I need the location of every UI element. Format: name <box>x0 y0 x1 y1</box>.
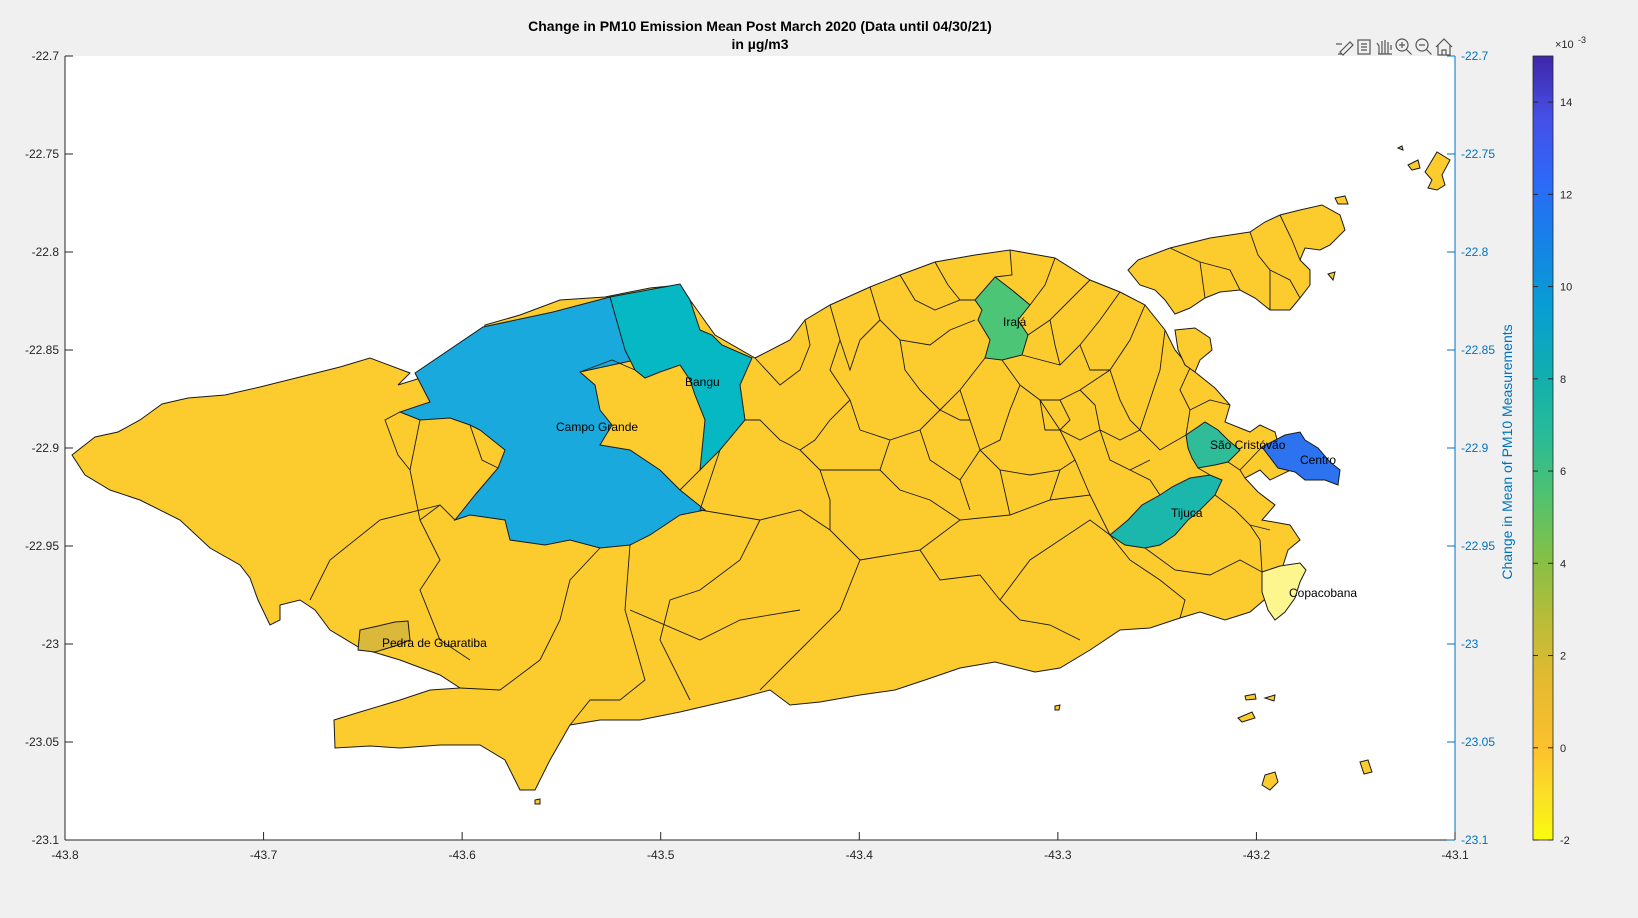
zoom-out-icon[interactable] <box>1415 38 1432 55</box>
region-islet-s2 <box>1237 711 1256 723</box>
x-tick-label: -43.8 <box>51 848 79 862</box>
label-bangu: Bangu <box>685 375 720 389</box>
neighbourhood-borders <box>309 214 1301 726</box>
x-tick-label: -43.5 <box>647 848 675 862</box>
y-tick-label-right: -22.75 <box>1461 147 1495 161</box>
y-tick-label-left: -22.85 <box>25 343 59 357</box>
region-islet-s7 <box>534 798 541 805</box>
y-tick-label-right: -22.9 <box>1461 441 1489 455</box>
chart-title: Change in PM10 Emission Mean Post March … <box>528 18 992 34</box>
y-tick-label-right: -22.95 <box>1461 539 1495 553</box>
colorbar-tick-label: 12 <box>1560 189 1572 201</box>
y-tick-label-left: -22.75 <box>25 147 59 161</box>
region-islet-s5 <box>1359 759 1373 775</box>
colorbar-gradient <box>1532 55 1554 841</box>
region-centro <box>1261 431 1341 486</box>
region-bangu <box>609 283 753 472</box>
y-tick-label-right: -23.1 <box>1461 833 1489 847</box>
map-labels: Campo Grande Bangu Irajá São Cristóvão T… <box>382 315 1357 650</box>
y-tick-label-right: -22.8 <box>1461 245 1489 259</box>
y-tick-label-right: -22.85 <box>1461 343 1495 357</box>
region-base <box>71 249 1301 791</box>
x-tick-label: -43.1 <box>1441 848 1469 862</box>
region-pedra-de-guaratiba <box>357 620 411 653</box>
y-tick-label-right: -23.05 <box>1461 735 1495 749</box>
brush-icon[interactable] <box>1336 41 1354 56</box>
region-islet-2 <box>1396 145 1404 151</box>
colorbar-label: Change in Mean of PM10 Measurements <box>1499 324 1515 579</box>
axes-toolbar <box>1336 38 1453 56</box>
region-island-ne <box>1424 151 1451 191</box>
region-ilha-governador <box>1127 204 1346 315</box>
zoom-in-icon[interactable] <box>1395 38 1412 55</box>
colorbar-exponent-base: ×10 <box>1555 39 1574 51</box>
y-tick-label-left: -22.7 <box>32 49 60 63</box>
x-tick-label: -43.6 <box>448 848 476 862</box>
x-tick-label: -43.3 <box>1044 848 1072 862</box>
colorbar-tick-label: 4 <box>1560 558 1566 570</box>
colorbar-tick-label: -2 <box>1560 835 1570 847</box>
colorbar-exponent: -3 <box>1578 35 1586 45</box>
label-pedra-de-guaratiba: Pedra de Guaratiba <box>382 636 487 650</box>
region-islet-4 <box>1327 271 1336 282</box>
label-sao-cristovao: São Cristóvão <box>1210 438 1286 452</box>
y-tick-label-left: -23.1 <box>32 833 60 847</box>
region-campo-grande <box>398 296 707 549</box>
region-islet-s1 <box>1261 771 1279 791</box>
region-islet-s4 <box>1263 694 1276 702</box>
region-islet-1 <box>1407 159 1421 171</box>
y-tick-label-left: -22.95 <box>25 539 59 553</box>
region-islet-s3 <box>1244 693 1257 701</box>
y-tick-label-right: -22.7 <box>1461 49 1489 63</box>
colorbar-tick-label: 2 <box>1560 651 1566 663</box>
label-campo-grande: Campo Grande <box>556 420 638 434</box>
y-tick-label-left: -22.9 <box>32 441 60 455</box>
y-tick-label-left: -22.8 <box>32 245 60 259</box>
region-islet-3 <box>1334 195 1349 205</box>
region-copacabana <box>1261 562 1307 621</box>
colorbar-tick-label: 6 <box>1560 466 1566 478</box>
region-islet-s6 <box>1054 704 1061 711</box>
datatip-icon[interactable] <box>1357 39 1371 55</box>
chart-subtitle: in µg/m3 <box>731 36 788 52</box>
x-tick-label: -43.2 <box>1243 848 1271 862</box>
region-tijuca <box>1109 474 1223 549</box>
region-fundao <box>1174 327 1213 373</box>
home-icon[interactable] <box>1435 38 1453 56</box>
colorbar-ticks: -2 0 2 4 6 8 10 12 14 <box>1533 97 1572 847</box>
colorbar-tick-label: 10 <box>1560 282 1572 294</box>
colorbar-tick-label: 14 <box>1560 97 1572 109</box>
colorbar-tick-label: 8 <box>1560 374 1566 386</box>
label-tijuca: Tijuca <box>1171 506 1203 520</box>
y-axis-right-ticks: -22.7 -22.75 -22.8 -22.85 -22.9 -22.95 -23 -23.… <box>1447 49 1495 847</box>
y-tick-label-right: -23 <box>1461 637 1479 651</box>
x-tick-label: -43.4 <box>846 848 874 862</box>
rio-map <box>71 145 1451 805</box>
x-axis-ticks: -43.8 -43.7 -43.6 -43.5 -43.4 -43.3 -43.2 -43.1 <box>51 832 1469 862</box>
colorbar-tick-label: 0 <box>1560 743 1566 755</box>
x-tick-label: -43.7 <box>250 848 278 862</box>
label-centro: Centro <box>1300 453 1336 467</box>
y-axis-left-ticks: -22.7 -22.75 -22.8 -22.85 -22.9 -22.95 -23 -23.… <box>25 49 73 847</box>
colorbar: -2 0 2 4 6 8 10 12 14 ×10 -3 Change in Mean of P… <box>1499 35 1586 847</box>
label-copacabana: Copacobana <box>1289 586 1357 600</box>
y-tick-label-left: -23.05 <box>25 735 59 749</box>
pan-icon[interactable] <box>1376 40 1392 55</box>
label-iraja: Irajá <box>1003 315 1027 329</box>
y-tick-label-left: -23 <box>42 637 60 651</box>
